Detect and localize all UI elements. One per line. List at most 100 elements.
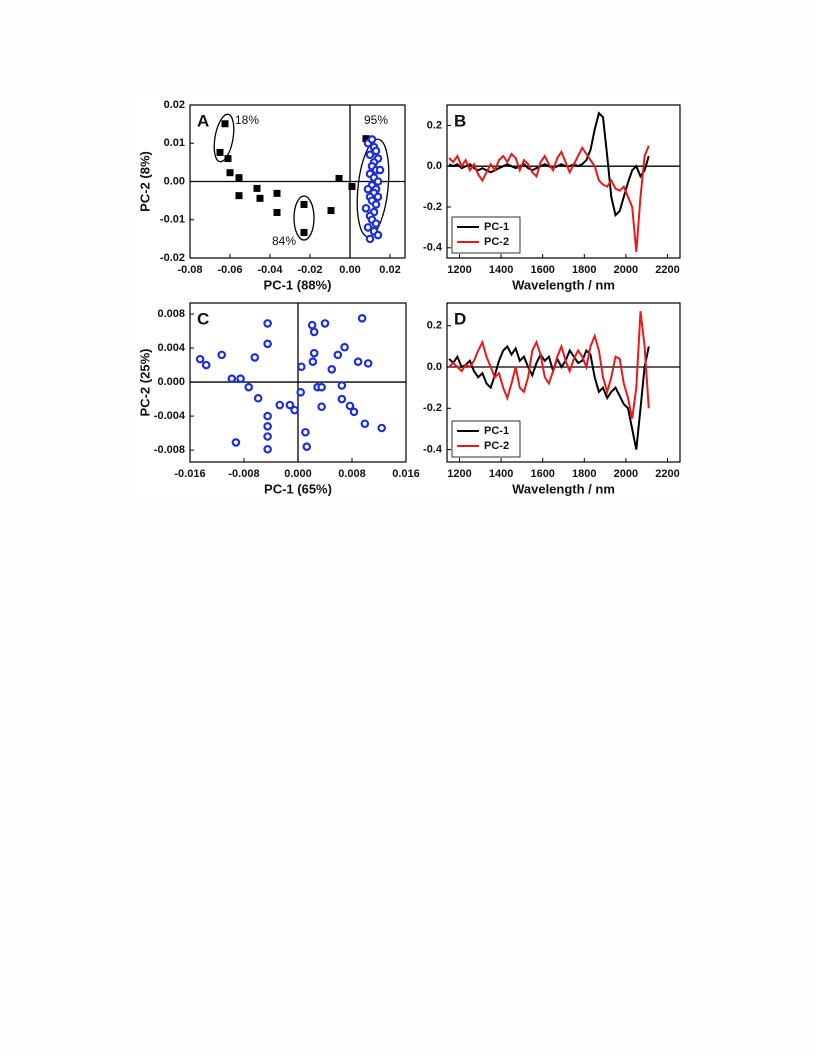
point [256,194,264,202]
point [357,314,367,323]
point [297,362,306,372]
point [362,135,370,143]
point [353,357,363,366]
point [365,234,375,244]
point [250,353,260,362]
point [337,381,347,390]
line [448,111,650,218]
point [300,200,308,208]
y-axis-label: PC-2 (25%) [137,349,152,417]
point [371,219,381,228]
point [253,393,263,403]
point [195,354,205,364]
x-tick-label: 0.000 [284,468,312,480]
point [373,192,383,202]
point [216,148,224,156]
point [340,342,349,352]
x-tick-label: -0.008 [228,468,259,480]
x-tick-label: 1800 [572,264,596,276]
x-tick-label: 1200 [447,264,471,276]
legend-label: PC-1 [484,221,509,233]
point [308,357,318,366]
point [221,120,229,128]
panel-label: C [197,309,209,328]
point [307,320,317,330]
x-tick-label: 1400 [489,264,513,276]
y-tick-label: -0.2 [423,402,442,414]
x-tick-label: 1200 [447,468,471,480]
point [327,365,337,374]
x-axis-label: PC-1 (88%) [264,277,332,292]
point [327,207,335,215]
x-axis-label: Wavelength / nm [512,481,615,496]
point [273,208,281,216]
x-tick-label: -0.016 [174,468,205,480]
y-tick-label: 0.00 [164,175,185,187]
plot-frame [446,104,681,259]
group-ellipse [213,113,235,163]
point [263,319,272,328]
point [227,374,237,383]
annotation: 18% [235,113,259,127]
point [273,189,281,197]
point [253,184,261,192]
y-tick-label: 0.0 [427,160,442,172]
y-tick-label: 0.2 [427,320,442,332]
point [348,182,356,190]
y-tick-label: 0.008 [157,308,185,320]
point [244,382,254,392]
point [371,146,381,156]
point [263,444,272,454]
x-tick-label: 1600 [530,468,554,480]
point [317,402,326,412]
y-tick-label: 0.02 [164,99,185,111]
y-axis-label: PC-2 (8%) [137,151,152,212]
y-tick-label: -0.4 [423,444,443,456]
line [448,344,650,450]
point [301,427,310,437]
x-tick-label: -0.04 [257,264,283,276]
x-tick-label: -0.08 [177,264,202,276]
point [377,423,387,433]
point [275,400,285,410]
y-tick-label: 0.000 [157,376,185,388]
point [337,394,347,404]
y-tick-label: -0.008 [154,444,185,456]
annotation: 84% [272,234,296,248]
x-tick-label: -0.02 [297,264,322,276]
y-tick-label: 0.0 [427,361,442,373]
point [263,421,272,431]
x-tick-label: 1400 [489,468,513,480]
point [217,350,227,360]
point [263,411,272,421]
line [448,145,650,252]
panel-label: A [197,111,209,130]
point [296,387,306,397]
point [300,228,308,236]
point [333,350,343,360]
point [263,339,272,349]
x-axis-label: PC-1 (65%) [264,481,332,496]
y-tick-label: 0.2 [427,119,442,131]
panel-label: B [454,111,466,130]
point [367,135,377,144]
point [236,374,245,383]
x-tick-label: 0.00 [339,264,360,276]
point [302,442,312,451]
point [371,200,381,209]
point [309,348,319,358]
point [320,319,330,328]
point [373,177,383,186]
annotation: 95% [364,113,388,127]
legend-box [451,420,521,458]
point [235,174,243,182]
point [226,169,234,177]
y-tick-label: -0.01 [160,214,185,226]
x-tick-label: 0.016 [392,468,420,480]
point [335,174,343,182]
legend-label: PC-2 [484,236,509,248]
x-tick-label: 2000 [614,264,638,276]
legend-label: PC-1 [484,425,509,437]
legend-box [451,216,521,254]
